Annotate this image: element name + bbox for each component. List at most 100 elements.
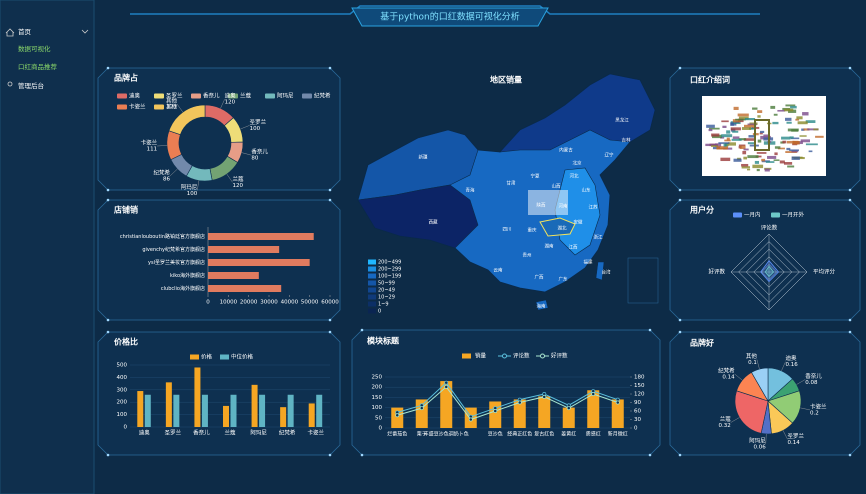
bar xyxy=(173,394,180,427)
wordcloud-word xyxy=(732,119,741,123)
x-tick-label: 60000 xyxy=(321,300,339,306)
bar xyxy=(201,394,208,427)
wordcloud-word xyxy=(733,106,739,110)
panel-corner xyxy=(848,453,852,457)
region-label: 重庆 xyxy=(528,227,537,234)
bar xyxy=(223,405,229,427)
wordcloud-word xyxy=(738,138,747,141)
wordcloud-word xyxy=(718,142,730,144)
y2-tick-label: 0 xyxy=(634,426,638,432)
slice-name: 阿玛尼 xyxy=(181,183,198,191)
wordcloud-word xyxy=(747,123,757,126)
wordcloud-word xyxy=(767,155,777,159)
wordcloud-word xyxy=(743,148,749,151)
panel-title: 口红介绍词 xyxy=(690,75,730,85)
legend-label: 香奈儿 xyxy=(203,92,220,100)
region-label: 安徽 xyxy=(574,219,583,226)
region-label: 江西 xyxy=(569,244,578,251)
panel-title: 品牌好 xyxy=(690,338,714,348)
wordcloud-word xyxy=(786,140,795,144)
slice-name: 香奈儿 xyxy=(805,372,822,380)
nav-item[interactable]: 数据可视化 xyxy=(18,44,51,53)
wordcloud-word xyxy=(773,159,780,161)
map-selected xyxy=(539,217,576,237)
region-label: 河北 xyxy=(570,173,579,180)
bar xyxy=(194,367,201,427)
y-tick-label: 200 xyxy=(372,385,383,391)
slice-name: 阿玛尼 xyxy=(749,436,766,444)
radar-area xyxy=(760,259,780,283)
wordcloud-word xyxy=(741,163,749,167)
legend-swatch xyxy=(117,93,127,99)
wordcloud-word xyxy=(764,168,770,172)
label-leader xyxy=(220,99,225,109)
wordcloud-word xyxy=(792,140,799,145)
region-label: 海南 xyxy=(537,303,546,310)
legend-swatch xyxy=(368,301,376,307)
wordcloud-word xyxy=(720,157,731,162)
wordcloud-word xyxy=(754,119,770,151)
legend-label: 阿玛尼 xyxy=(277,92,294,100)
panel-corner xyxy=(328,198,332,202)
region-label: 内蒙古 xyxy=(559,147,573,154)
label-leader xyxy=(169,168,178,177)
slice-value: 0.08 xyxy=(805,380,818,386)
x-tick-label: 卡姿兰 xyxy=(307,429,324,437)
bar xyxy=(562,407,575,428)
wordcloud-word xyxy=(708,128,713,132)
slice-value: 0.1 xyxy=(748,360,757,366)
y-category-label: kiko海外旗舰店 xyxy=(170,272,205,279)
wordcloud-word xyxy=(726,137,730,141)
slice-name: 纪梵希 xyxy=(718,366,735,374)
wordcloud-word xyxy=(747,155,759,159)
legend-label: 一月开外 xyxy=(782,211,805,219)
wordcloud-word xyxy=(790,137,800,140)
bar xyxy=(208,259,310,266)
nav-item[interactable]: 管理后台 xyxy=(18,81,44,90)
legend-swatch xyxy=(368,280,376,286)
x-tick-label: 栗子 xyxy=(417,431,427,438)
region-label: 台湾 xyxy=(602,269,611,276)
panel-title: 地区销量 xyxy=(490,75,522,85)
slice-value: 0.2 xyxy=(810,410,819,416)
bar xyxy=(587,390,600,428)
region-label: 广东 xyxy=(559,276,568,283)
x-tick-label: 烂番茄色 xyxy=(387,431,407,438)
y-tick-label: 50 xyxy=(375,415,382,421)
panel-corner xyxy=(648,453,652,457)
wordcloud-word xyxy=(732,130,739,133)
slice-value: 111 xyxy=(147,147,158,153)
nav-item[interactable]: 口红商品推荐 xyxy=(18,62,58,71)
wordcloud-word xyxy=(779,160,785,164)
nav-item[interactable]: 首页 xyxy=(18,27,32,36)
wordcloud-word xyxy=(763,134,770,137)
radar-area xyxy=(764,265,775,278)
wordcloud-word xyxy=(795,118,800,121)
region-label: 黑龙江 xyxy=(615,117,629,124)
label-leader xyxy=(240,125,250,130)
bar xyxy=(165,382,172,427)
wordcloud-word xyxy=(785,151,797,153)
slice-value: 100 xyxy=(250,126,261,132)
legend-label: 卡姿兰 xyxy=(129,103,146,111)
point xyxy=(517,400,522,405)
x-tick-label: 姜黄红 xyxy=(561,431,576,438)
legend-label: 纪梵希 xyxy=(314,92,331,100)
bar xyxy=(316,394,323,427)
wordcloud-word xyxy=(761,158,766,162)
bar xyxy=(208,233,314,240)
legend-swatch xyxy=(154,104,164,110)
y-category-label: christianlouboutin路铂廷官方旗舰店 xyxy=(120,233,205,240)
slice-name: 卡姿兰 xyxy=(810,402,827,410)
y2-tick-label: 30 xyxy=(634,417,641,423)
panel-title: 模块标题 xyxy=(367,336,400,346)
wordcloud-word xyxy=(731,138,742,141)
bar xyxy=(440,381,453,428)
point xyxy=(542,394,547,399)
wordcloud-word xyxy=(721,120,729,123)
slice-value: 120 xyxy=(233,183,244,189)
bar xyxy=(144,394,151,427)
region-label: 广西 xyxy=(535,274,544,281)
wordcloud-word xyxy=(733,158,742,162)
panel-corner xyxy=(106,188,110,192)
